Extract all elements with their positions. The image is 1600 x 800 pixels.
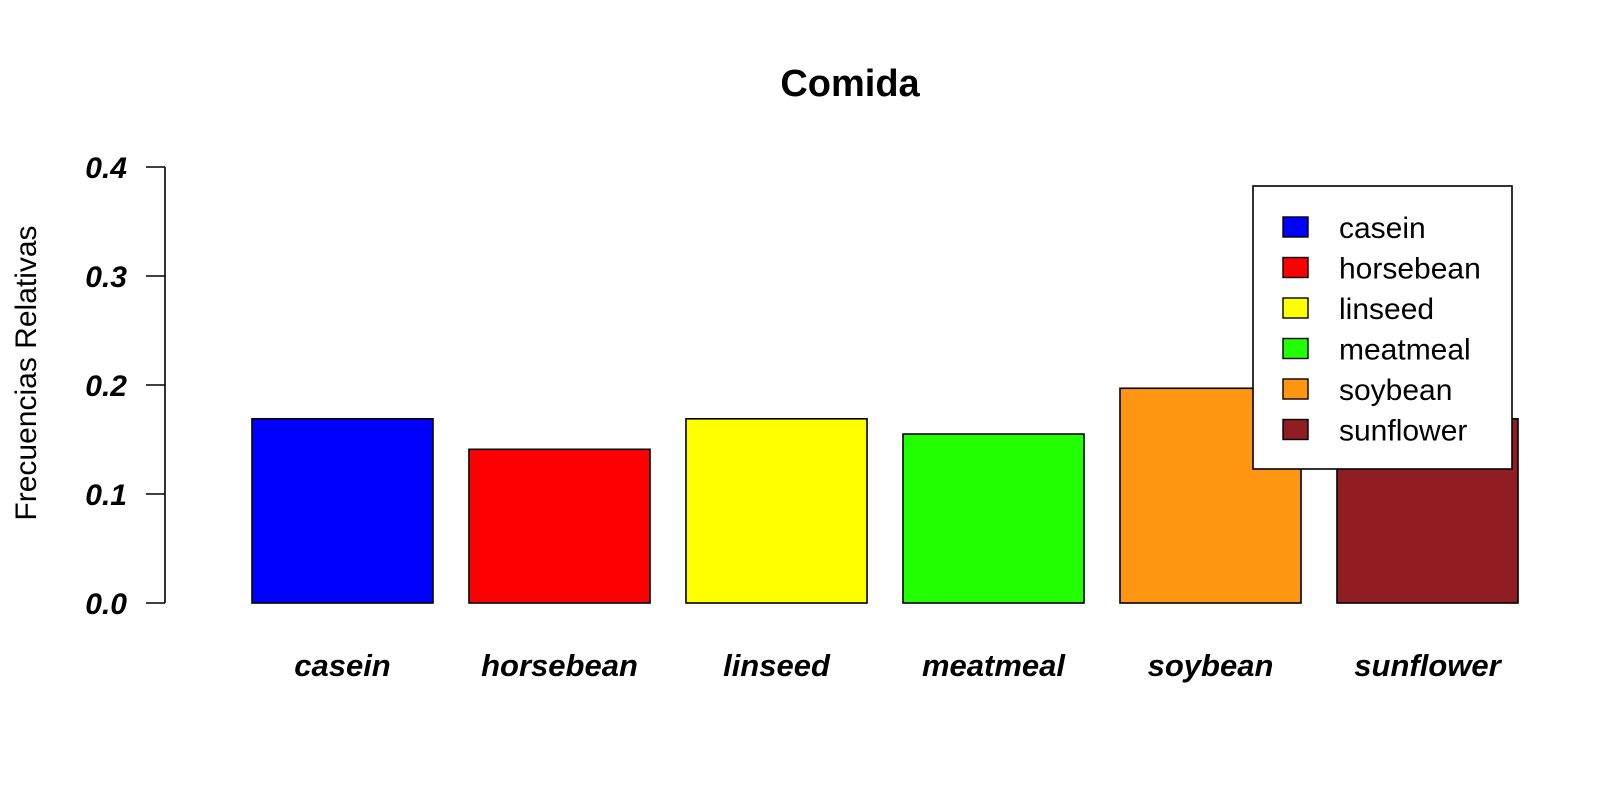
chart-title: Comida: [780, 63, 920, 105]
legend-label: sunflower: [1339, 415, 1467, 448]
x-tick-label: soybean: [1148, 648, 1274, 683]
legend-swatch-casein: [1282, 216, 1309, 238]
legend-label: soybean: [1339, 374, 1452, 407]
x-axis-labels: casein horsebean linseed meatmeal soybean sun…: [294, 648, 1502, 683]
legend-swatch-soybean: [1282, 378, 1309, 400]
x-tick-label: linseed: [723, 648, 831, 683]
x-tick-label: sunflower: [1354, 648, 1502, 683]
legend: casein horsebean linseed meatmeal soybean sun…: [1252, 185, 1513, 470]
bar-casein: [251, 417, 434, 604]
x-tick-label: meatmeal: [922, 648, 1066, 683]
y-axis-label: Frecuencias Relativas: [10, 225, 43, 520]
y-tick-label: 0.2: [85, 370, 127, 403]
y-axis: 0.0 0.1 0.2 0.3 0.4: [85, 152, 166, 621]
y-tick-label: 0.4: [85, 152, 127, 185]
legend-swatch-sunflower: [1282, 418, 1309, 441]
x-tick-label: casein: [294, 648, 391, 683]
legend-label: horsebean: [1339, 253, 1481, 286]
bar-linseed: [685, 417, 868, 604]
legend-label: casein: [1339, 212, 1426, 245]
bar-meatmeal: [902, 433, 1085, 604]
legend-label: linseed: [1339, 293, 1434, 326]
legend-swatch-linseed: [1282, 297, 1309, 319]
legend-swatch-meatmeal: [1282, 337, 1309, 360]
legend-label: meatmeal: [1339, 334, 1471, 367]
x-tick-label: horsebean: [481, 648, 638, 683]
bar-horsebean: [468, 448, 651, 604]
y-tick-label: 0.3: [85, 261, 127, 294]
y-tick-label: 0.1: [85, 479, 127, 512]
y-tick-label: 0.0: [85, 588, 127, 621]
legend-swatch-horsebean: [1282, 256, 1309, 279]
